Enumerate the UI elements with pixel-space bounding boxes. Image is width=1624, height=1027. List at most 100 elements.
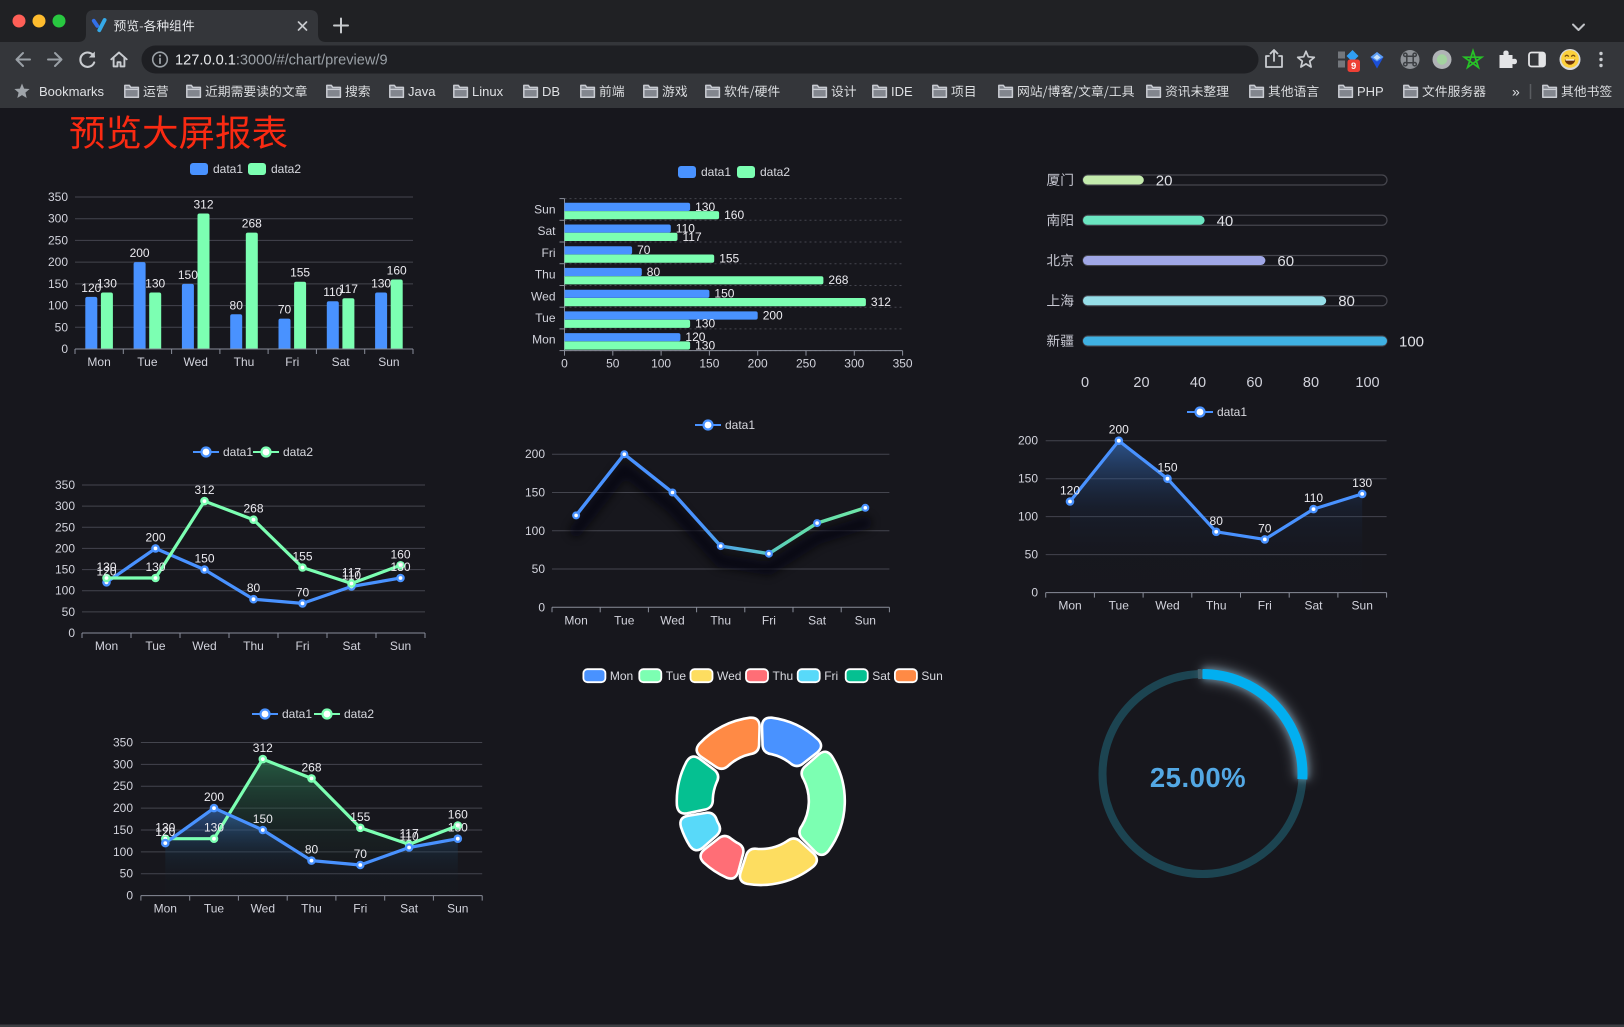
svg-text:data1: data1 [223, 445, 253, 459]
svg-text:Mon: Mon [95, 639, 118, 653]
svg-text:300: 300 [844, 357, 864, 371]
svg-text:200: 200 [204, 790, 224, 804]
svg-text:130: 130 [390, 560, 410, 574]
svg-text:Sun: Sun [534, 203, 555, 217]
svg-text:Sun: Sun [447, 902, 468, 916]
svg-text:117: 117 [400, 826, 419, 840]
svg-text:IDE: IDE [891, 84, 913, 99]
svg-text:130: 130 [1352, 476, 1372, 490]
svg-text:Fri: Fri [1258, 599, 1272, 613]
svg-text:Fri: Fri [762, 613, 776, 627]
svg-text:Wed: Wed [660, 613, 684, 627]
svg-text:Sun: Sun [855, 613, 876, 627]
svg-text:155: 155 [292, 550, 312, 564]
svg-text:data2: data2 [271, 162, 301, 176]
svg-text:50: 50 [55, 320, 69, 334]
svg-text:20: 20 [1133, 375, 1149, 391]
svg-text:312: 312 [871, 295, 891, 309]
svg-text:200: 200 [130, 246, 150, 260]
svg-text:Bookmarks: Bookmarks [39, 84, 105, 99]
svg-text:130: 130 [448, 821, 468, 835]
svg-text:Mon: Mon [610, 669, 633, 683]
svg-text:110: 110 [676, 222, 695, 236]
svg-text:155: 155 [290, 266, 310, 280]
svg-text:Sat: Sat [808, 613, 827, 627]
svg-text:150: 150 [699, 357, 719, 371]
svg-text:Wed: Wed [1155, 599, 1179, 613]
svg-text:0: 0 [126, 889, 133, 903]
svg-text:Mon: Mon [87, 355, 110, 369]
svg-text:0: 0 [1031, 586, 1038, 600]
svg-text:130: 130 [155, 821, 175, 835]
svg-text:312: 312 [194, 483, 214, 497]
svg-text:Sat: Sat [342, 639, 361, 653]
svg-text:Tue: Tue [137, 355, 158, 369]
svg-text:130: 130 [695, 317, 715, 331]
svg-text:50: 50 [606, 357, 620, 371]
svg-text:150: 150 [253, 812, 273, 826]
svg-text:200: 200 [1109, 423, 1129, 437]
svg-text:Sat: Sat [400, 902, 419, 916]
svg-text:300: 300 [48, 212, 68, 226]
svg-text:120: 120 [81, 281, 101, 295]
svg-text:130: 130 [145, 277, 165, 291]
svg-text:117: 117 [342, 566, 361, 580]
svg-text:Wed: Wed [531, 289, 555, 303]
svg-text:0: 0 [561, 357, 568, 371]
svg-text:130: 130 [96, 560, 116, 574]
svg-text:50: 50 [532, 562, 546, 576]
svg-text:312: 312 [253, 741, 273, 755]
svg-text:117: 117 [339, 282, 358, 296]
svg-text:250: 250 [796, 357, 816, 371]
svg-text:Sun: Sun [1352, 599, 1373, 613]
svg-text:Wed: Wed [192, 639, 216, 653]
svg-text:150: 150 [1018, 472, 1038, 486]
svg-text:120: 120 [685, 330, 705, 344]
svg-text:»: » [1512, 84, 1520, 100]
svg-text:data2: data2 [283, 445, 313, 459]
svg-text:Sat: Sat [1304, 599, 1323, 613]
svg-text:160: 160 [387, 264, 407, 278]
svg-text:Sat: Sat [332, 355, 351, 369]
svg-text:50: 50 [120, 867, 134, 881]
svg-text:Tue: Tue [614, 613, 635, 627]
svg-text:70: 70 [354, 847, 368, 861]
svg-text:Thu: Thu [1206, 599, 1227, 613]
svg-text:250: 250 [48, 233, 68, 247]
svg-text:100: 100 [113, 845, 133, 859]
svg-text:80: 80 [230, 298, 244, 312]
svg-text:0: 0 [538, 600, 545, 614]
svg-text:268: 268 [828, 273, 848, 287]
svg-text:100: 100 [55, 584, 75, 598]
svg-text:0: 0 [61, 342, 68, 356]
svg-text:60: 60 [1277, 253, 1294, 270]
svg-text:Wed: Wed [251, 902, 275, 916]
svg-text:155: 155 [719, 252, 739, 266]
svg-text:Tue: Tue [666, 669, 687, 683]
svg-text:Tue: Tue [1109, 599, 1130, 613]
svg-text:70: 70 [637, 243, 651, 257]
svg-text:100: 100 [1399, 334, 1424, 351]
svg-text:200: 200 [525, 447, 545, 461]
svg-text:Linux: Linux [472, 84, 504, 99]
svg-text:130: 130 [97, 277, 117, 291]
svg-text:155: 155 [350, 810, 370, 824]
svg-text:130: 130 [204, 821, 224, 835]
svg-text:Thu: Thu [535, 268, 556, 282]
svg-text:40: 40 [1190, 375, 1206, 391]
svg-text:150: 150 [714, 287, 734, 301]
svg-text:312: 312 [193, 198, 213, 212]
svg-text:Tue: Tue [204, 902, 225, 916]
svg-text:350: 350 [55, 478, 75, 492]
svg-text:Thu: Thu [710, 613, 731, 627]
svg-text:80: 80 [647, 265, 661, 279]
svg-text:70: 70 [278, 303, 292, 317]
svg-text:70: 70 [1258, 521, 1272, 535]
svg-text:50: 50 [1025, 548, 1039, 562]
svg-text:130: 130 [145, 560, 165, 574]
svg-text:110: 110 [400, 830, 419, 844]
svg-text:Mon: Mon [564, 613, 587, 627]
svg-text:160: 160 [724, 208, 744, 222]
svg-text:0: 0 [68, 626, 75, 640]
svg-text:120: 120 [96, 564, 116, 578]
